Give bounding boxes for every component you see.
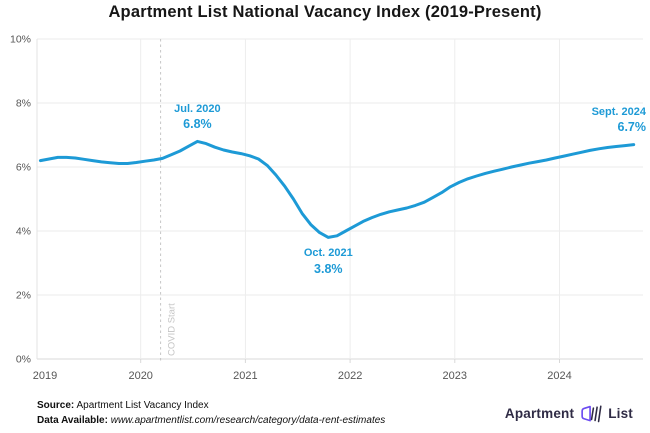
x-tick-label: 2019 xyxy=(33,370,57,382)
y-tick-label: 0% xyxy=(16,354,31,366)
source-line: Source: Apartment List Vacancy Index xyxy=(37,399,385,414)
y-tick-label: 4% xyxy=(16,226,31,238)
x-tick-label: 2020 xyxy=(128,370,152,382)
chart-title: Apartment List National Vacancy Index (2… xyxy=(108,3,542,21)
source-text: Apartment List Vacancy Index xyxy=(76,400,209,411)
x-tick-label: 2023 xyxy=(443,370,467,382)
x-tick-label: 2024 xyxy=(547,370,571,382)
logo-text-list: List xyxy=(608,406,633,421)
y-tick-label: 2% xyxy=(16,290,31,302)
data-available-line: Data Available: www.apartmentlist.com/re… xyxy=(37,414,385,429)
covid-start-label: COVID Start xyxy=(167,303,178,356)
data-available-url: www.apartmentlist.com/research/category/… xyxy=(110,414,386,426)
vacancy-trend-line xyxy=(38,139,636,239)
vacancy-line-chart: 0% 2% 4% 6% 8% 10% 2019 2020 2021 2022 2023 2024 COV… xyxy=(10,34,643,382)
x-tick-label: 2021 xyxy=(233,370,257,382)
y-tick-label: 6% xyxy=(16,162,31,174)
source-block: Source: Apartment List Vacancy Index Dat… xyxy=(37,399,385,428)
y-tick-label: 8% xyxy=(16,98,31,110)
chart-footer: Source: Apartment List Vacancy Index Dat… xyxy=(37,399,633,428)
apartment-list-logo: Apartment List xyxy=(505,403,633,424)
apartment-list-logo-icon xyxy=(581,405,602,423)
logo-text-apartment: Apartment xyxy=(504,406,575,421)
y-tick-label: 10% xyxy=(10,34,31,46)
source-label: Source: xyxy=(37,400,75,411)
x-tick-label: 2022 xyxy=(338,370,362,382)
data-available-label: Data Available: xyxy=(37,414,108,426)
